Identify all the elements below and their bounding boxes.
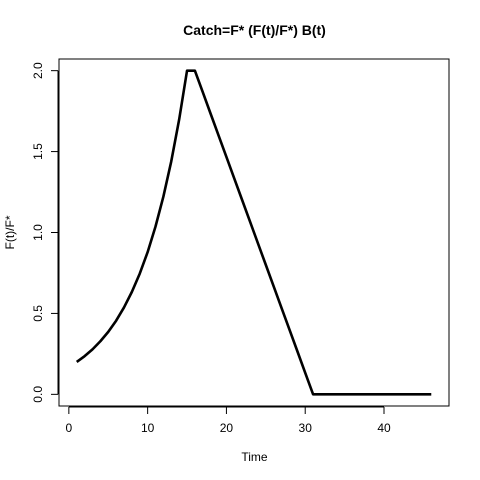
x-tick-label: 40 (377, 421, 391, 435)
x-tick-label: 30 (299, 421, 313, 435)
y-tick-label: 2.0 (31, 62, 45, 79)
y-axis: 0.0 0.5 1.0 1.5 2.0 (31, 62, 59, 403)
x-tick-label: 10 (141, 421, 155, 435)
series-layer (75, 69, 432, 396)
x-axis-label: Time (241, 450, 268, 464)
plot-frame (58, 58, 450, 407)
y-axis-label: F(t)/F* (3, 215, 17, 249)
y-tick-label: 1.0 (31, 224, 45, 241)
y-tick-label: 1.5 (31, 143, 45, 160)
series-line (75, 69, 432, 396)
x-axis: 0 10 20 30 40 (66, 406, 391, 435)
chart-title: Catch=F* (F(t)/F*) B(t) (183, 22, 326, 38)
y-tick-label: 0.0 (31, 386, 45, 403)
y-tick-label: 0.5 (31, 305, 45, 322)
x-tick-label: 20 (220, 421, 234, 435)
x-tick-label: 0 (66, 421, 73, 435)
